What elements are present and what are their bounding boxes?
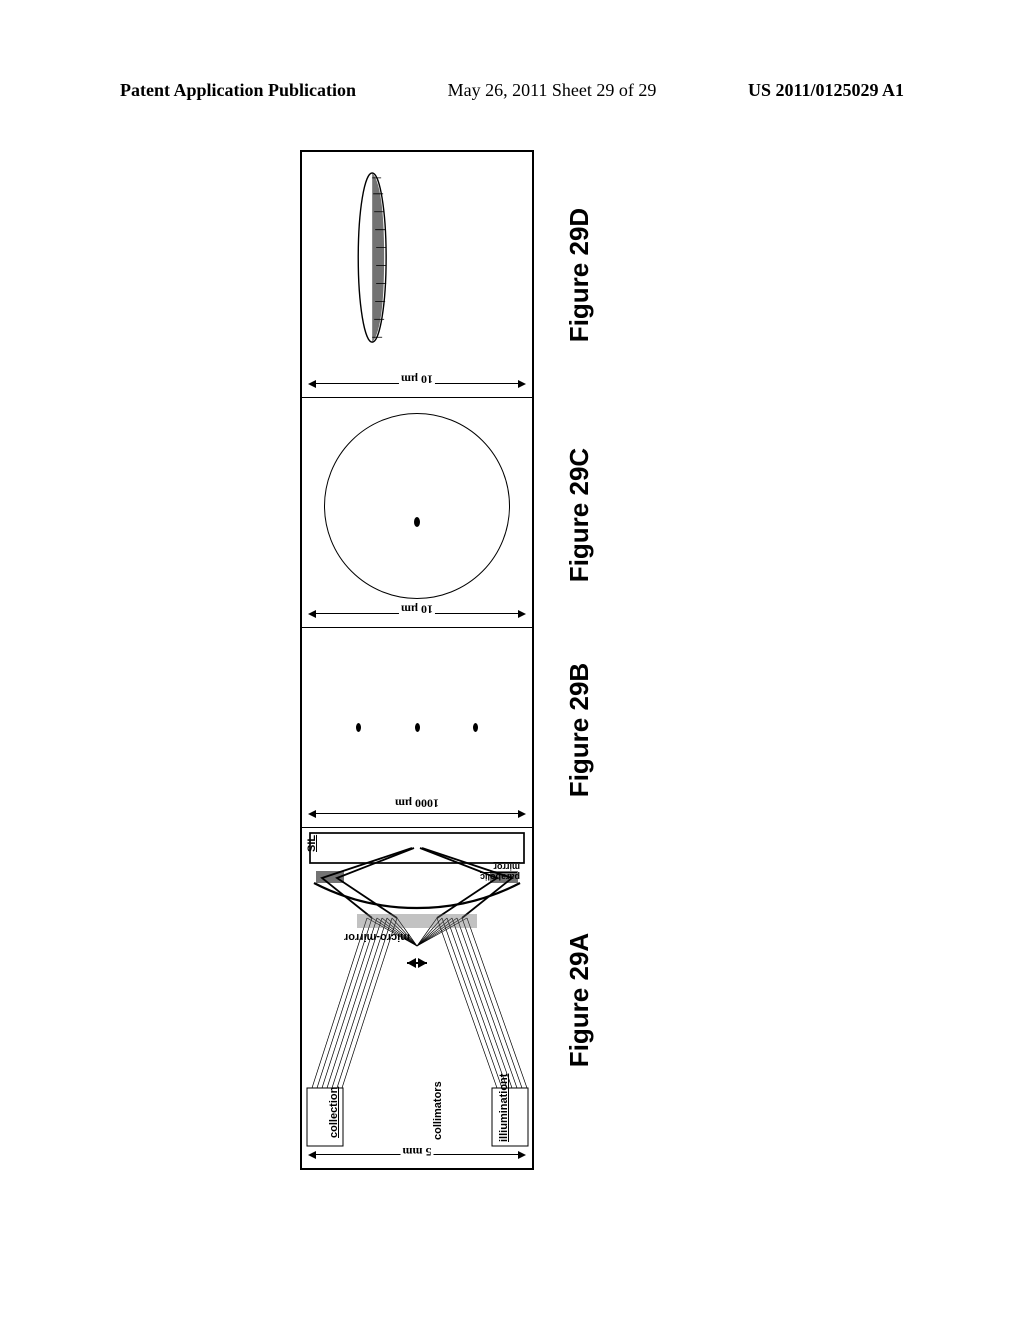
arrow-down-icon: [518, 610, 526, 618]
dim-29c-label: 10 µm: [399, 602, 435, 617]
panel-29a: 5 mm collection collimators illiuminatio…: [302, 828, 532, 1168]
dim-line: [316, 814, 518, 815]
caption-29d: Figure 29D: [564, 150, 595, 400]
dim-29a: 5 mm: [308, 1146, 526, 1164]
panel-29b: 1000 µm: [302, 628, 532, 828]
dim-29a-label: 5 mm: [401, 1144, 434, 1159]
header-center: May 26, 2011 Sheet 29 of 29: [448, 80, 657, 101]
caption-29c: Figure 29C: [564, 400, 595, 630]
page: Patent Application Publication May 26, 2…: [0, 0, 1024, 1320]
label-parabolic-mirror: parabolic mirror: [466, 862, 520, 882]
figure-area: 5 mm collection collimators illiuminatio…: [300, 150, 630, 1170]
panel-29d: 10 µm: [302, 148, 532, 398]
dim-29b: 1000 µm: [308, 805, 526, 823]
focal-spot: [414, 517, 420, 527]
arrow-down-icon: [518, 810, 526, 818]
spot-dot: [356, 723, 361, 732]
caption-29a: Figure 29A: [564, 830, 595, 1170]
figure-captions: Figure 29A Figure 29B Figure 29C Figure …: [564, 150, 595, 1170]
figure-panels: 5 mm collection collimators illiuminatio…: [300, 150, 534, 1170]
label-illumination: illiuminationt: [498, 1074, 510, 1142]
dim-29b-label: 1000 µm: [393, 796, 441, 811]
caption-29b: Figure 29B: [564, 630, 595, 830]
label-micro-mirror: micro-mirror: [344, 931, 410, 943]
header-right: US 2011/0125029 A1: [748, 80, 904, 101]
airy-circle: [324, 413, 510, 599]
arrow-up-icon: [308, 1151, 316, 1159]
spot-dot: [473, 723, 478, 732]
arrow-down-icon: [518, 1151, 526, 1159]
panel-29d-shape: [302, 148, 532, 397]
arrow-up-icon: [308, 610, 316, 618]
dim-29c: 10 µm: [308, 605, 526, 623]
label-collimators: collimators: [432, 1081, 444, 1140]
spot-dot: [415, 723, 420, 732]
panel-29c: 10 µm: [302, 398, 532, 628]
header-left: Patent Application Publication: [120, 80, 356, 101]
label-collection: collection: [328, 1087, 340, 1138]
arrow-up-icon: [308, 810, 316, 818]
label-sil: SIL: [306, 835, 318, 852]
figure-rotated: 5 mm collection collimators illiuminatio…: [300, 150, 630, 1170]
page-header: Patent Application Publication May 26, 2…: [0, 80, 1024, 101]
